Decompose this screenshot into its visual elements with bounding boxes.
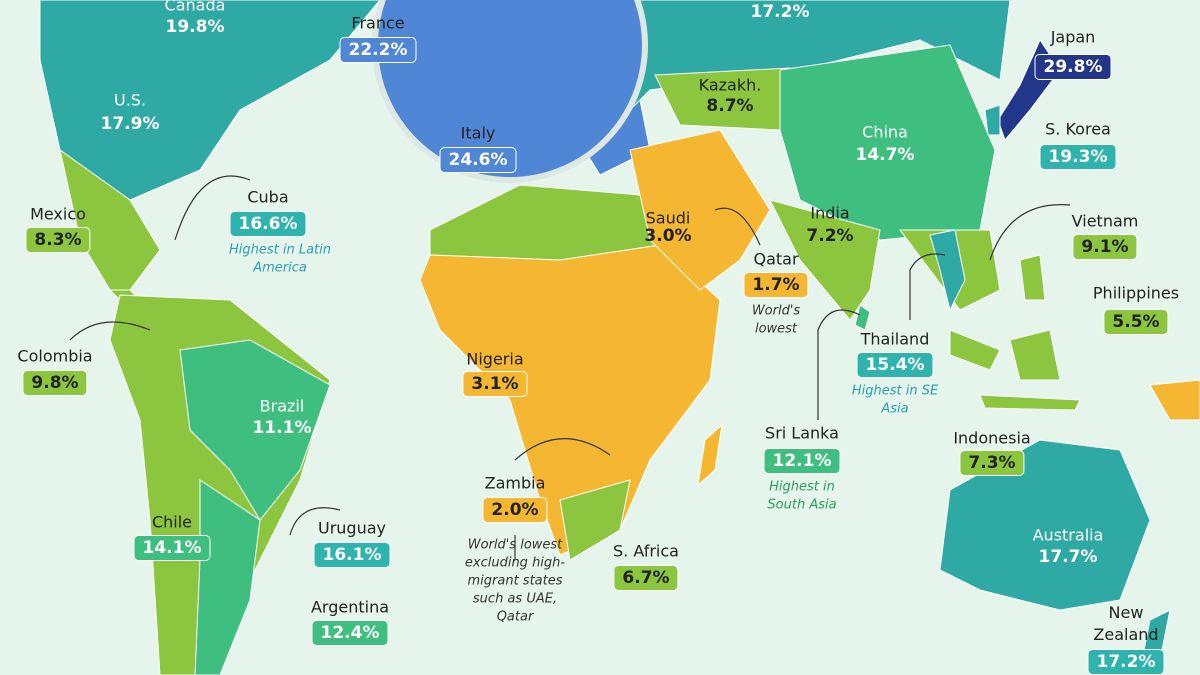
- country-name: Uruguay: [318, 518, 386, 538]
- country-name: New Zealand: [1093, 603, 1159, 644]
- percentage: 8.3%: [25, 227, 91, 253]
- thailand: [929, 229, 966, 312]
- connectors: [69, 175, 1071, 560]
- country-name: Chile: [151, 512, 193, 532]
- sri-lanka: [854, 304, 871, 331]
- annotation: Qatar: [496, 609, 534, 625]
- country-name: S. Africa: [613, 541, 679, 561]
- srilanka-line: [817, 309, 861, 420]
- annotation: Asia: [881, 401, 909, 417]
- percentage: 7.3%: [959, 450, 1025, 476]
- annotation: Highest in SE: [851, 383, 939, 399]
- country-name: Colombia: [17, 346, 93, 366]
- percentage: 7.2%: [806, 226, 854, 246]
- annotation: South Asia: [767, 497, 837, 513]
- percentage: 22.2%: [339, 37, 417, 63]
- percentage: 14.7%: [855, 145, 915, 165]
- country-name: Japan: [1050, 27, 1096, 47]
- percentage: 9.8%: [22, 370, 88, 396]
- country-name: Brazil: [259, 396, 305, 416]
- country-name: China: [862, 122, 908, 142]
- annotation: World's lowest: [467, 537, 563, 553]
- percentage: 11.1%: [252, 418, 312, 438]
- country-name: Zambia: [484, 473, 546, 493]
- country-name: Sri Lanka: [765, 423, 839, 443]
- percentage: 12.1%: [763, 448, 841, 474]
- indonesia-3: [979, 394, 1081, 411]
- percentage: 14.1%: [133, 535, 211, 561]
- country-name: Nigeria: [466, 349, 524, 369]
- annotation: migrant states: [467, 573, 563, 589]
- cuba-line: [174, 175, 251, 241]
- percentage: 5.5%: [1103, 309, 1169, 335]
- country-name: S. Korea: [1045, 119, 1111, 139]
- country-name: Saudi: [645, 208, 691, 228]
- australia: [939, 439, 1151, 611]
- vietnam-line: [989, 204, 1071, 261]
- philippines: [1019, 254, 1046, 301]
- percentage: 16.6%: [229, 211, 307, 237]
- percentage: 17.2%: [1087, 649, 1165, 675]
- country-name: Philippines: [1092, 283, 1180, 303]
- papua: [1149, 379, 1200, 421]
- colombia-line: [69, 321, 151, 341]
- country-name: Kazakh.: [698, 75, 762, 95]
- annotation: lowest: [754, 321, 798, 337]
- country-name: Argentina: [310, 597, 390, 617]
- annotation: America: [253, 260, 307, 276]
- percentage: 12.4%: [311, 620, 389, 646]
- percentage: 3.0%: [644, 226, 692, 246]
- country-name: Thailand: [860, 329, 930, 349]
- uruguay-line: [289, 507, 341, 536]
- country-name: Canada: [164, 0, 226, 15]
- country-name: India: [810, 203, 850, 223]
- percentage: 17.7%: [1038, 547, 1098, 567]
- zambia-line: [514, 438, 611, 461]
- annotation: such as UAE,: [472, 591, 558, 607]
- annotation: excluding high-: [464, 555, 566, 571]
- qatar-line: [714, 207, 761, 246]
- percentage: 16.1%: [313, 542, 391, 568]
- percentage: 29.8%: [1034, 54, 1112, 80]
- thailand-line: [909, 253, 946, 320]
- country-name: Cuba: [247, 187, 289, 207]
- country-name: Vietnam: [1071, 211, 1139, 231]
- percentage: 24.6%: [439, 147, 517, 173]
- percentage: 9.1%: [1072, 234, 1138, 260]
- annotation: Highest in: [769, 479, 835, 495]
- madagascar: [697, 423, 723, 487]
- north-america: [39, 0, 381, 201]
- percentage: 6.7%: [613, 565, 679, 591]
- percentage: 17.9%: [100, 114, 160, 134]
- percentage: 17.2%: [750, 2, 810, 22]
- percentage: 15.4%: [856, 352, 934, 378]
- south-africa: [559, 479, 631, 561]
- percentage: 8.7%: [706, 96, 754, 116]
- country-name: Qatar: [753, 249, 799, 269]
- north-africa: [429, 184, 661, 261]
- indonesia-2: [1009, 329, 1061, 381]
- korea: [984, 104, 1001, 136]
- percentage: 3.1%: [462, 371, 528, 397]
- country-name: France: [351, 13, 405, 33]
- middle-east: [629, 129, 771, 291]
- annotation: World's: [751, 303, 801, 319]
- brazil: [179, 339, 331, 521]
- country-name: Italy: [460, 123, 496, 143]
- country-name: Mexico: [30, 204, 86, 224]
- percentage: 19.8%: [165, 17, 225, 37]
- percentage: 2.0%: [482, 497, 548, 523]
- indonesia-1: [949, 329, 1001, 371]
- country-name: U.S.: [113, 90, 147, 110]
- country-name: Indonesia: [953, 428, 1031, 448]
- percentage: 1.7%: [743, 272, 809, 298]
- country-name: Australia: [1032, 525, 1104, 545]
- percentage: 19.3%: [1039, 144, 1117, 170]
- annotation: Highest in Latin: [228, 242, 332, 258]
